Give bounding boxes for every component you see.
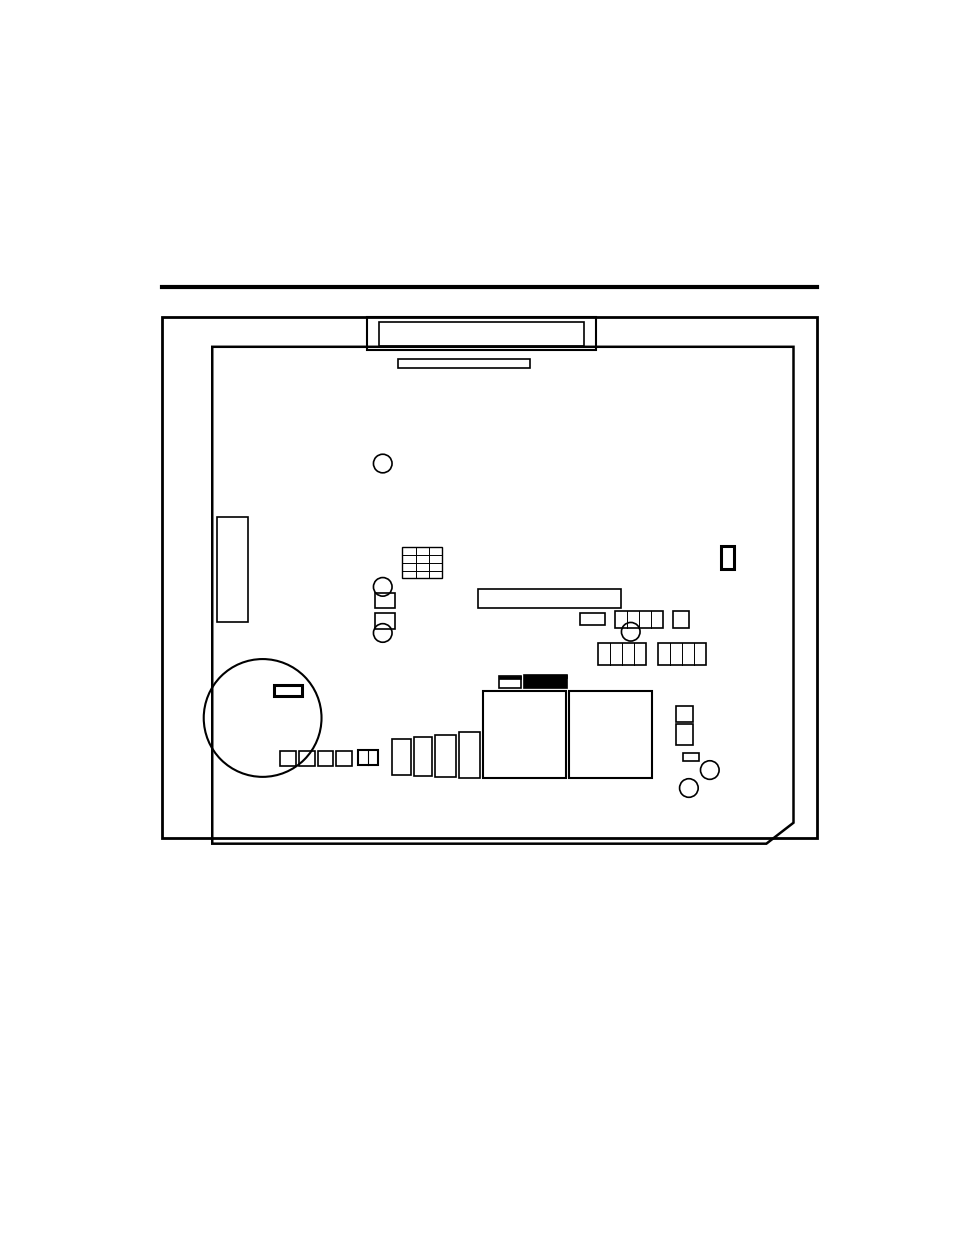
Bar — [675, 724, 692, 745]
Bar — [682, 752, 699, 761]
Bar — [367, 317, 596, 350]
Bar — [357, 750, 377, 766]
Bar — [378, 321, 583, 346]
Bar — [598, 643, 645, 664]
Bar — [477, 589, 620, 609]
Bar — [375, 593, 395, 609]
Bar — [458, 731, 480, 778]
Bar — [402, 547, 442, 578]
Bar — [435, 735, 456, 777]
Bar — [579, 614, 604, 625]
Bar — [274, 685, 302, 695]
Bar — [568, 692, 651, 778]
Bar — [280, 751, 295, 767]
Bar — [298, 751, 314, 767]
Bar — [216, 517, 248, 622]
Bar — [673, 611, 688, 629]
Bar — [375, 614, 395, 629]
Bar — [523, 674, 567, 688]
Bar — [392, 739, 410, 774]
Bar — [658, 643, 705, 664]
Bar — [317, 751, 333, 767]
Bar — [335, 751, 352, 767]
Bar — [162, 317, 816, 837]
Bar — [523, 674, 567, 678]
Bar — [414, 736, 432, 776]
Bar — [675, 706, 692, 721]
Bar — [498, 676, 520, 679]
Bar — [615, 611, 662, 629]
Bar — [483, 692, 566, 778]
Bar — [720, 546, 733, 569]
Bar — [397, 358, 530, 368]
Bar — [498, 676, 520, 688]
